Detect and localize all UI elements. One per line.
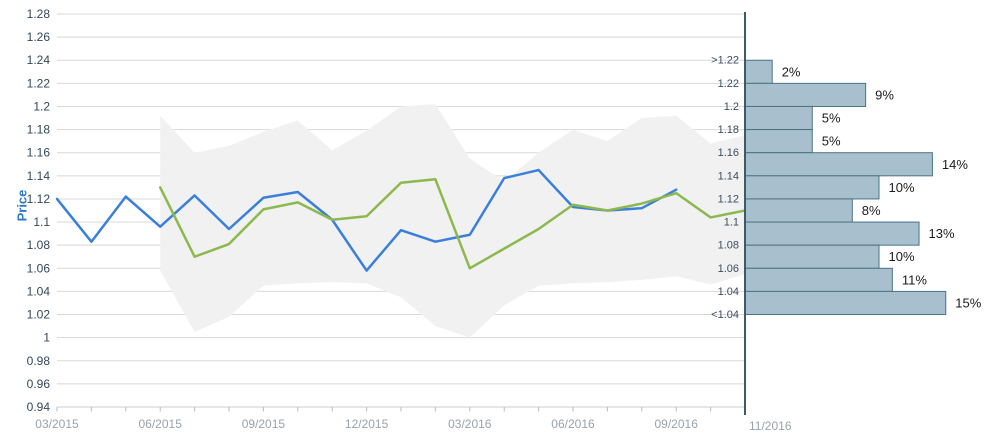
y-axis-tick-label: 0.98 [27, 354, 51, 368]
x-axis-tick-label: 09/2016 [655, 417, 699, 431]
histogram-percent-label: 14% [942, 157, 968, 172]
histogram-bar[interactable] [745, 267, 893, 292]
y-axis-tick-label: 1.28 [27, 7, 51, 21]
histogram-bin-label: 1.06 [718, 263, 739, 275]
y-axis-tick-label: 1.24 [27, 53, 51, 67]
y-axis-tick-label: 0.94 [27, 400, 51, 414]
histogram-bar[interactable] [745, 82, 867, 107]
x-axis-tick-label: 03/2015 [35, 417, 79, 431]
x-axis-tick-label: 03/2016 [448, 417, 492, 431]
y-axis-tick-label: 1.08 [27, 238, 51, 252]
x-axis-tick-label: 12/2015 [345, 417, 389, 431]
y-axis-tick-label: 1 [43, 331, 50, 345]
histogram-bin-label: 1.08 [718, 240, 739, 252]
histogram-percent-label: 5% [822, 134, 841, 149]
histogram-bar[interactable] [745, 129, 813, 154]
histogram-percent-label: 13% [929, 226, 955, 241]
histogram-bar[interactable] [745, 59, 773, 84]
x-axis-tick-label: 06/2015 [139, 417, 183, 431]
y-axis-tick-label: 1.16 [27, 146, 51, 160]
histogram-bar[interactable] [745, 198, 853, 223]
consensus-forecast-line[interactable] [158, 178, 747, 270]
histogram-bar[interactable] [745, 290, 947, 316]
histogram-bin-label: 1.22 [718, 78, 739, 90]
y-axis-tick-label: 1.06 [27, 261, 51, 275]
histogram-percent-label: 5% [822, 111, 841, 126]
histogram-bin-label: 1.2 [724, 101, 739, 113]
histogram-percent-label: 8% [862, 203, 881, 218]
x-axis-label-forecast-month: 11/2016 [749, 419, 792, 433]
histogram-percent-label: 9% [875, 87, 894, 102]
y-axis-tick-label: 1.1 [33, 215, 50, 229]
histogram-bin-label: 1.18 [718, 124, 739, 136]
histogram-percent-label: 10% [889, 180, 915, 195]
y-axis-tick-label: 1.26 [27, 30, 51, 44]
y-axis-tick-label: 1.22 [27, 76, 51, 90]
x-axis-tick-label: 09/2015 [242, 417, 286, 431]
histogram-percent-label: 2% [782, 64, 801, 79]
histogram-bar[interactable] [745, 152, 933, 177]
histogram-bar[interactable] [745, 244, 880, 269]
histogram-bar[interactable] [745, 175, 880, 200]
histogram-bin-label: 1.1 [724, 217, 739, 229]
histogram-percent-label: 11% [902, 272, 927, 287]
histogram-bin-label: 1.16 [718, 147, 739, 159]
histogram-bin-label: 1.12 [718, 193, 739, 205]
histogram-bin-label: 1.04 [718, 286, 739, 298]
histogram-percent-label: 10% [889, 249, 915, 264]
y-axis-tick-label: 1.02 [27, 308, 51, 322]
histogram-bin-label: >1.22 [711, 55, 739, 67]
y-axis-tick-label: 1.2 [33, 99, 50, 113]
histogram-bar[interactable] [745, 221, 920, 246]
y-axis-tick-label: 1.14 [27, 169, 51, 183]
y-axis-tick-label: 0.96 [27, 377, 51, 391]
histogram-bin-label: <1.04 [711, 309, 739, 321]
histogram-bin-label: 1.14 [718, 170, 739, 182]
y-axis-title: Price [14, 189, 30, 222]
y-axis-tick-label: 1.04 [27, 284, 51, 298]
actual-price-line[interactable] [55, 168, 678, 272]
histogram-percent-label: 15% [955, 295, 981, 310]
y-axis-tick-label: 1.18 [27, 123, 51, 137]
histogram-bar[interactable] [745, 105, 813, 131]
y-axis-tick-label: 1.12 [27, 192, 51, 206]
x-axis-tick-label: 06/2016 [551, 417, 595, 431]
